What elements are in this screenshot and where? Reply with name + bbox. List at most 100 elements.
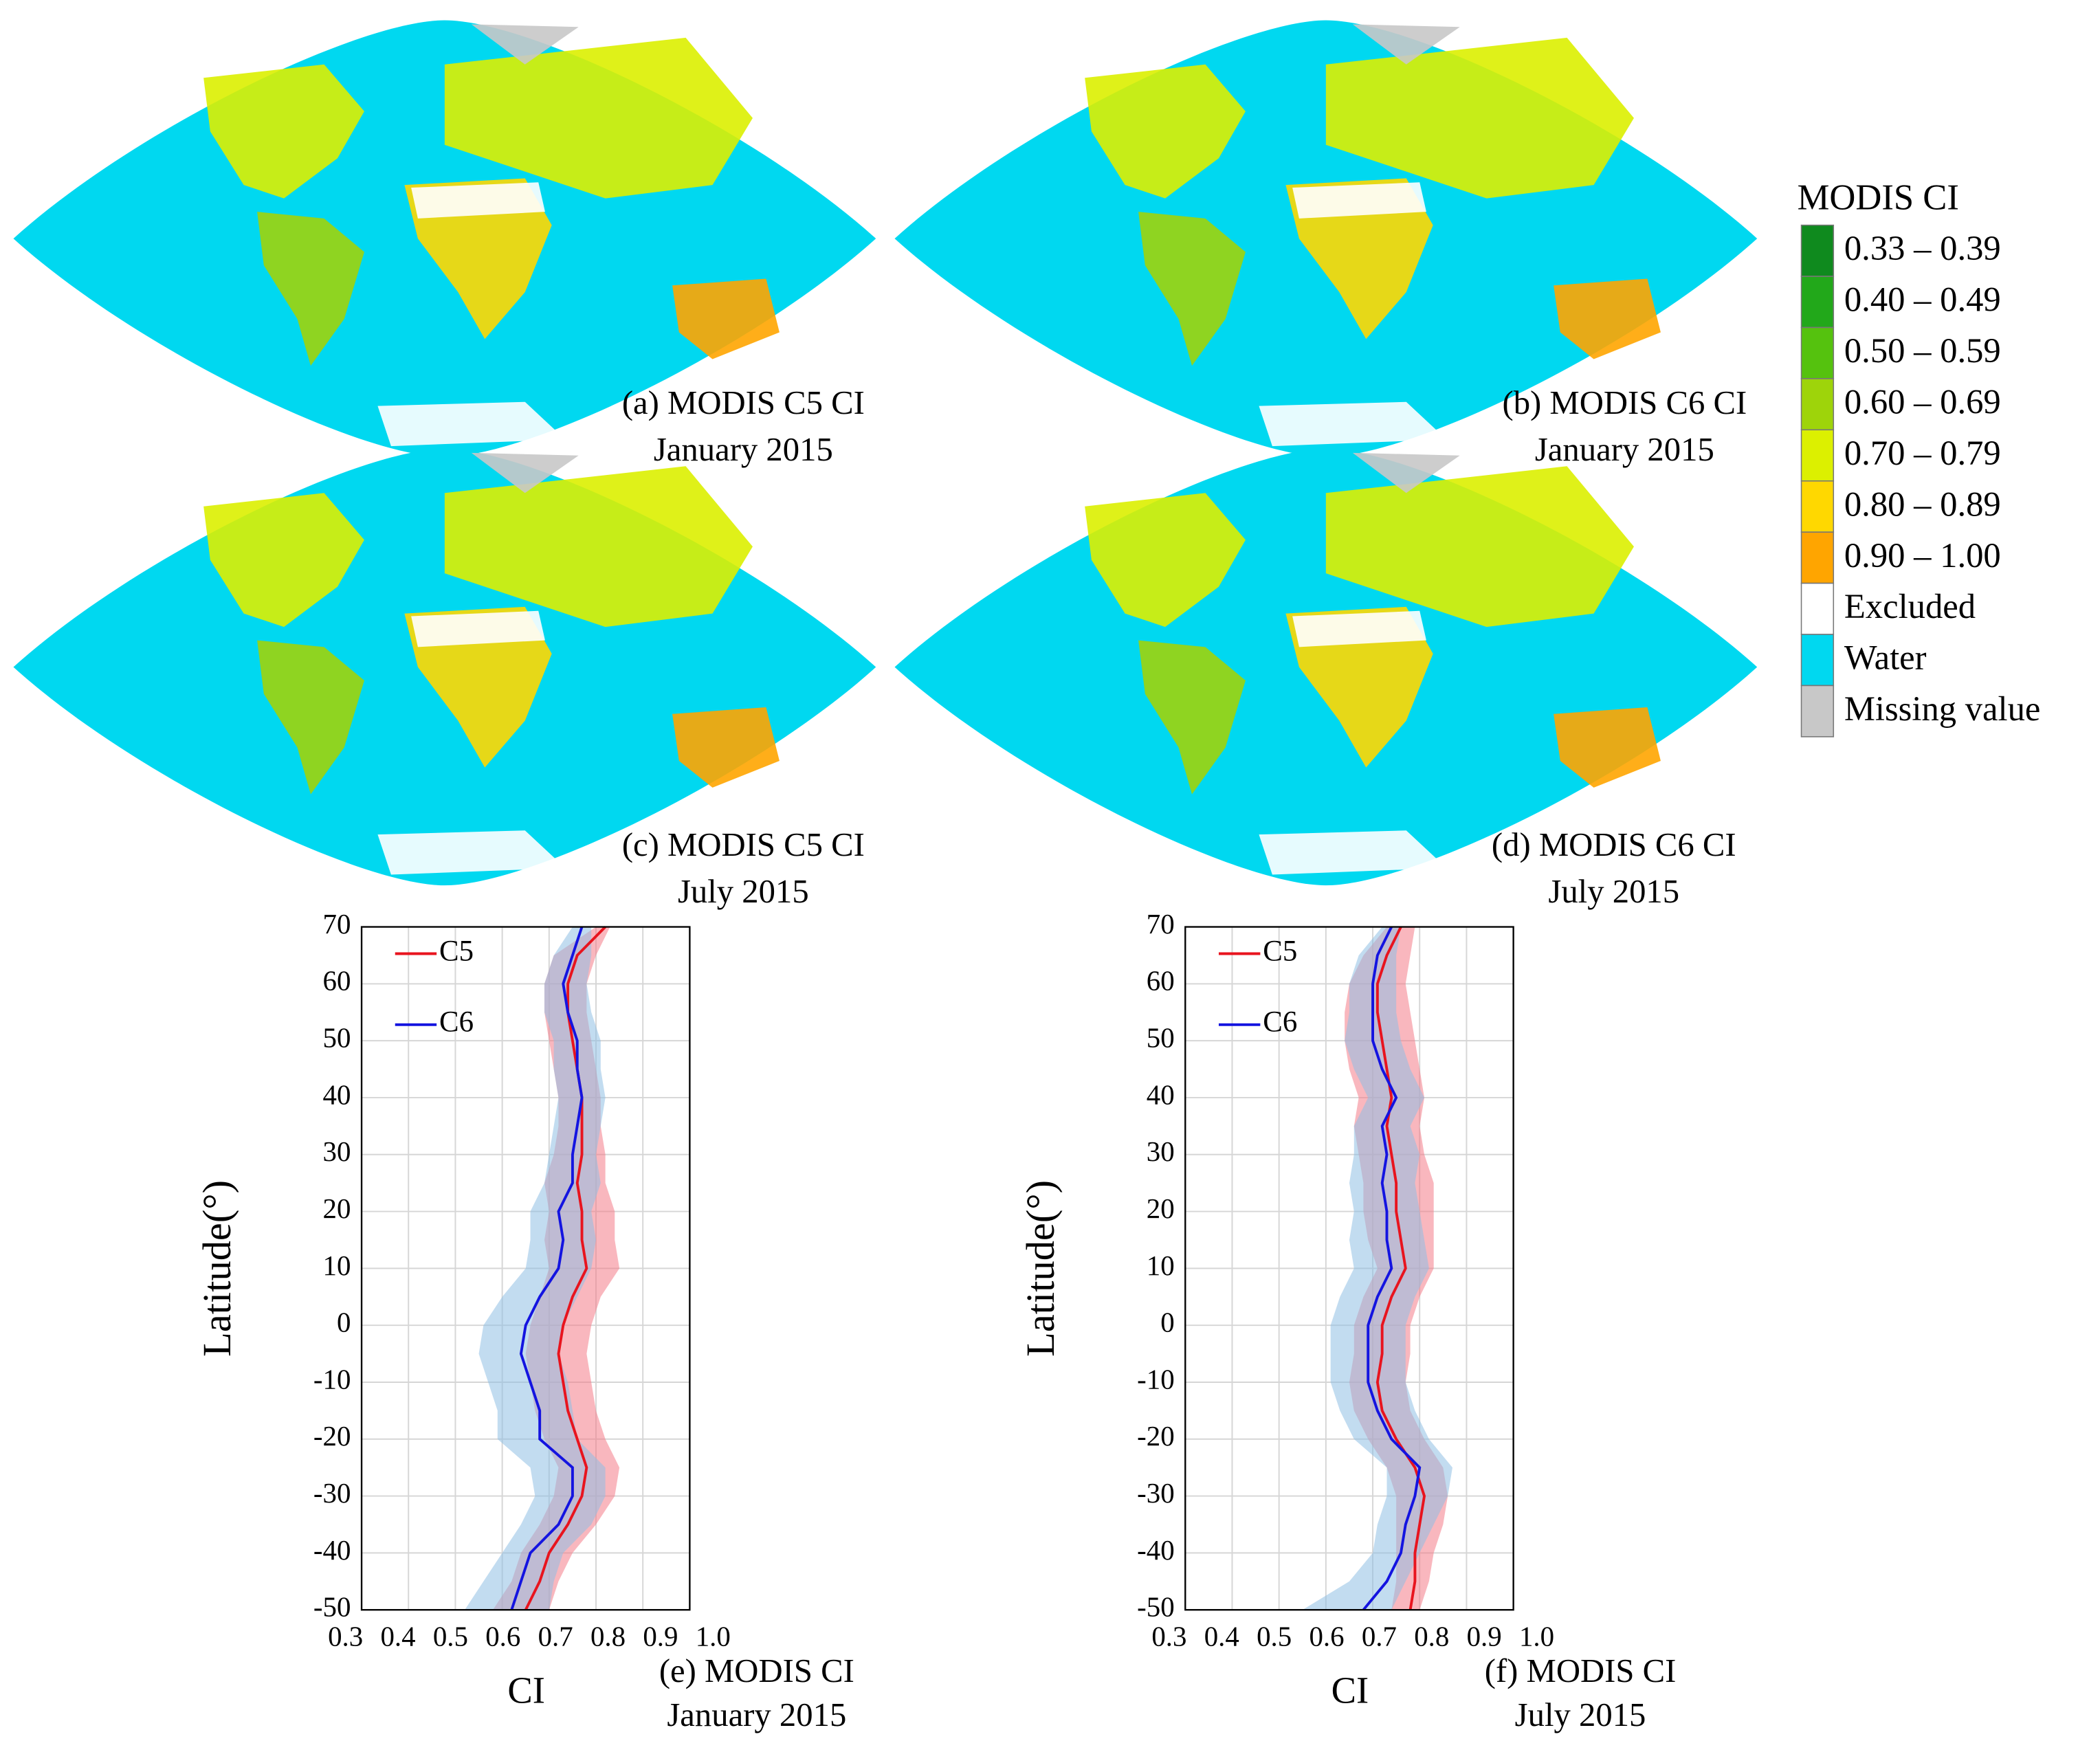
- y-tick-label: 30: [323, 1136, 351, 1167]
- world-map: [894, 20, 1758, 457]
- x-tick-label: 0.7: [538, 1621, 573, 1652]
- world-map: [894, 448, 1758, 886]
- y-tick-label: 60: [323, 966, 351, 997]
- legend-swatch: [1800, 326, 1835, 379]
- land: [404, 178, 552, 340]
- y-tick-label: 30: [1147, 1136, 1175, 1167]
- land: [377, 401, 566, 447]
- confidence-band: [1302, 927, 1452, 1610]
- land: [203, 493, 364, 628]
- y-tick-label: 40: [323, 1079, 351, 1110]
- land: [471, 24, 579, 65]
- y-tick-label: 60: [1147, 966, 1175, 997]
- legend-label: 0.80 – 0.89: [1844, 485, 2001, 523]
- x-tick-label: 1.0: [1519, 1621, 1554, 1652]
- legend-swatch: [1800, 582, 1835, 635]
- x-axis-title: CI: [1331, 1669, 1369, 1711]
- land: [471, 452, 579, 494]
- world-map: [13, 20, 876, 457]
- legend-label: C5: [439, 935, 474, 967]
- legend-label: 0.90 – 1.00: [1844, 536, 2001, 575]
- legend-label: C5: [1263, 935, 1297, 967]
- y-tick-label: 20: [323, 1193, 351, 1224]
- y-tick-label: -50: [313, 1592, 351, 1623]
- y-tick-label: 0: [1160, 1307, 1174, 1338]
- land: [1352, 24, 1460, 65]
- land: [411, 182, 545, 219]
- chart-date: July 2015: [1515, 1696, 1646, 1733]
- chart-date: January 2015: [667, 1696, 846, 1733]
- legend-swatch: [1800, 531, 1835, 584]
- y-tick-label: -50: [1137, 1592, 1175, 1623]
- land: [1285, 606, 1433, 768]
- x-tick-label: 0.6: [485, 1621, 520, 1652]
- world-map: [13, 448, 876, 886]
- y-tick-label: 50: [323, 1023, 351, 1054]
- series-line: [510, 926, 584, 1610]
- land: [377, 830, 566, 875]
- x-tick-label: 0.9: [1467, 1621, 1502, 1652]
- y-tick-label: -40: [1137, 1535, 1175, 1566]
- map-date: January 2015: [654, 431, 833, 468]
- x-tick-label: 0.7: [1362, 1621, 1397, 1652]
- y-tick-label: 10: [1147, 1250, 1175, 1281]
- x-tick-label: 0.9: [643, 1621, 678, 1652]
- map-caption: (d) MODIS C6 CI: [1492, 826, 1736, 863]
- y-tick-label: 70: [1147, 909, 1175, 940]
- legend-label: 0.40 – 0.49: [1844, 280, 2001, 319]
- legend-label: C6: [439, 1006, 474, 1039]
- x-tick-label: 0.8: [1414, 1621, 1449, 1652]
- land: [1554, 707, 1661, 788]
- legend-title: MODIS CI: [1798, 178, 1959, 218]
- map-date: January 2015: [1535, 431, 1714, 468]
- x-tick-label: 0.5: [433, 1621, 468, 1652]
- y-tick-label: -10: [313, 1364, 351, 1395]
- chart-caption: (e) MODIS CI: [659, 1652, 854, 1689]
- land: [1259, 830, 1447, 875]
- map-caption: (b) MODIS C6 CI: [1502, 384, 1747, 421]
- plot-frame: [360, 926, 691, 1611]
- legend-swatch: [1800, 685, 1835, 738]
- land: [1138, 212, 1246, 366]
- land: [257, 212, 364, 366]
- legend-label: Excluded: [1844, 587, 1976, 625]
- map-caption: (a) MODIS C5 CI: [622, 384, 865, 421]
- y-tick-label: 10: [323, 1250, 351, 1281]
- land: [444, 37, 753, 199]
- series-line: [1362, 926, 1422, 1611]
- land: [1325, 37, 1634, 199]
- land: [672, 278, 780, 359]
- legend-swatch: [1800, 480, 1835, 533]
- legend-label: C6: [1263, 1006, 1297, 1039]
- y-tick-label: 40: [1147, 1079, 1175, 1110]
- y-axis-title: Latitude(°): [195, 1180, 239, 1357]
- land: [1085, 493, 1246, 628]
- legend-swatch: [1800, 378, 1835, 431]
- legend-label: 0.50 – 0.59: [1844, 331, 2001, 370]
- y-tick-label: -20: [313, 1421, 351, 1452]
- y-tick-label: 0: [337, 1307, 351, 1338]
- land: [1352, 452, 1460, 494]
- legend-label: Missing value: [1844, 689, 2041, 728]
- x-tick-label: 0.8: [590, 1621, 626, 1652]
- land: [1292, 182, 1426, 219]
- y-axis-title: Latitude(°): [1018, 1180, 1063, 1357]
- land: [203, 64, 364, 199]
- series-line: [524, 926, 607, 1611]
- y-tick-label: -30: [1137, 1478, 1175, 1509]
- map-date: July 2015: [1548, 873, 1679, 910]
- x-tick-label: 0.4: [380, 1621, 415, 1652]
- y-tick-label: 50: [1147, 1023, 1175, 1054]
- land: [1138, 640, 1246, 795]
- x-tick-label: 0.3: [1151, 1621, 1186, 1652]
- confidence-band: [465, 927, 606, 1610]
- land: [1085, 64, 1246, 199]
- x-tick-label: 1.0: [696, 1621, 731, 1652]
- land: [1325, 466, 1634, 628]
- y-tick-label: -20: [1137, 1421, 1175, 1452]
- legend-label: Water: [1844, 639, 1927, 677]
- x-tick-label: 0.4: [1204, 1621, 1239, 1652]
- legend-label: 0.33 – 0.39: [1844, 229, 2001, 267]
- series-line: [1375, 926, 1426, 1610]
